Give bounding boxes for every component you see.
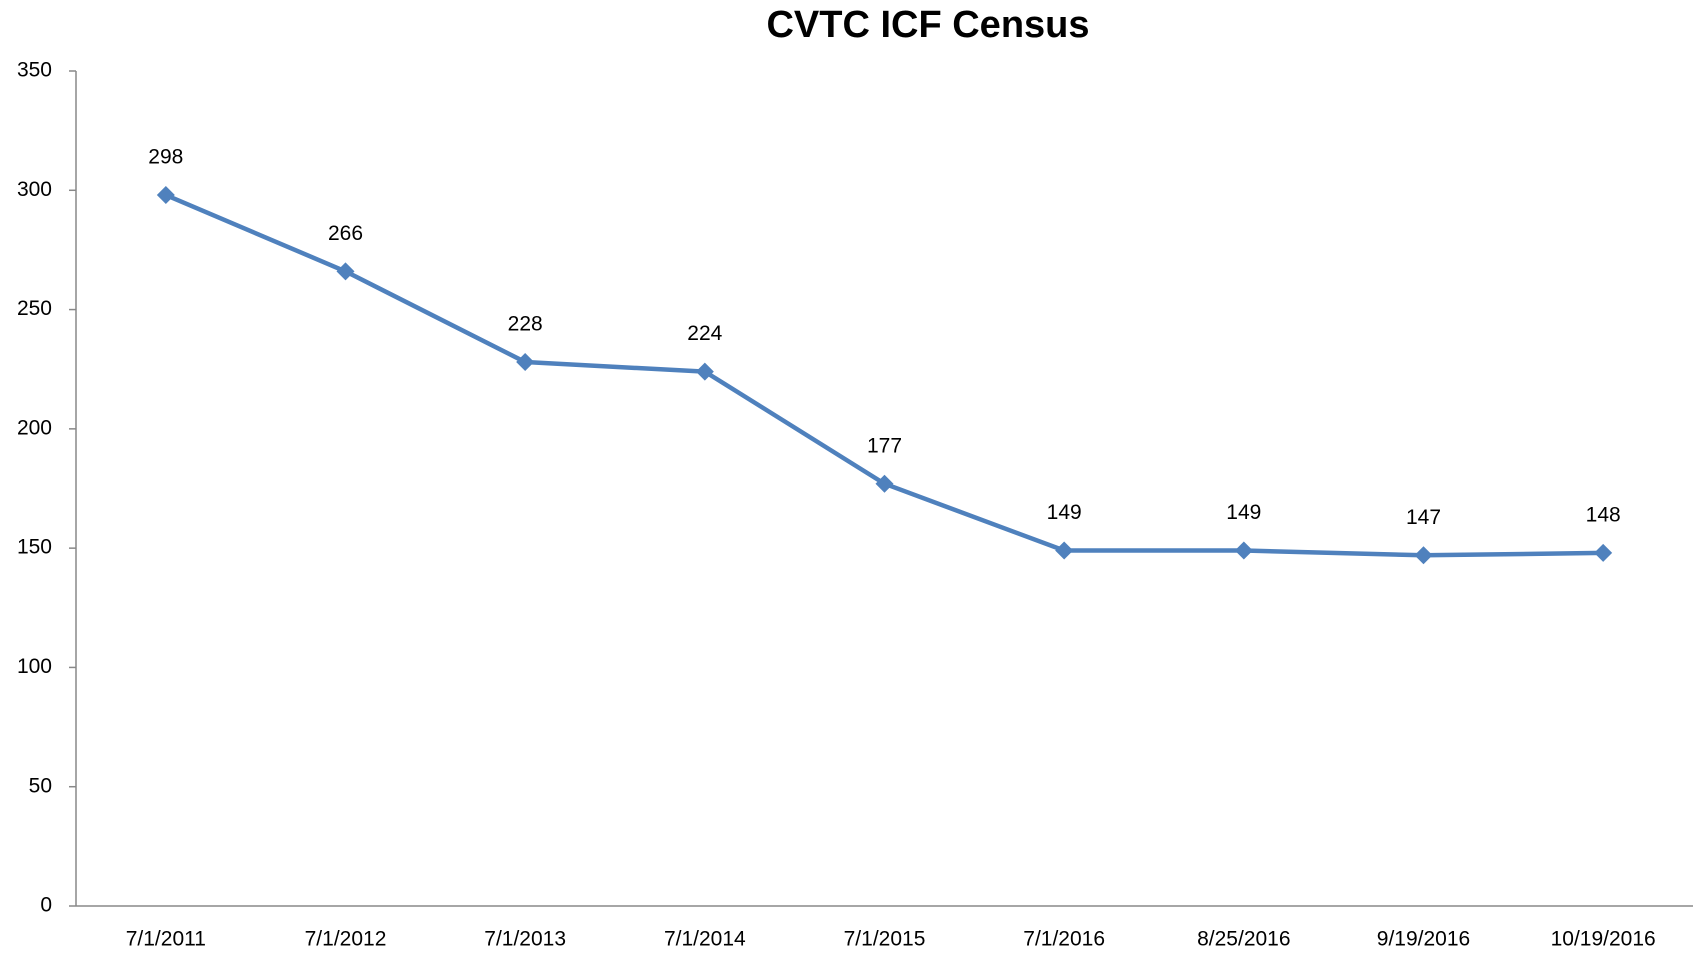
x-tick-label: 7/1/2012 [305, 928, 387, 951]
y-tick-label: 100 [17, 655, 52, 678]
data-label: 148 [1586, 503, 1621, 526]
y-tick-label: 150 [17, 536, 52, 559]
data-label: 147 [1406, 506, 1441, 529]
x-tick-label: 7/1/2013 [484, 928, 566, 951]
y-tick-label: 250 [17, 297, 52, 320]
data-label: 149 [1047, 501, 1082, 524]
data-marker [1234, 541, 1253, 560]
y-tick-label: 200 [17, 416, 52, 439]
data-marker [1055, 541, 1074, 560]
y-tick-label: 50 [29, 774, 52, 797]
data-marker [336, 262, 355, 281]
data-label: 298 [148, 146, 183, 169]
x-tick-label: 9/19/2016 [1377, 928, 1470, 951]
x-tick-label: 7/1/2016 [1023, 928, 1105, 951]
x-tick-label: 7/1/2014 [664, 928, 746, 951]
x-tick-label: 7/1/2011 [126, 928, 206, 951]
y-tick-label: 0 [40, 894, 52, 917]
data-label: 228 [508, 313, 543, 336]
data-label: 177 [867, 434, 902, 457]
x-tick-label: 10/19/2016 [1551, 928, 1656, 951]
data-label: 149 [1226, 501, 1261, 524]
chart-title: CVTC ICF Census [766, 4, 1089, 46]
data-marker [1594, 543, 1613, 562]
data-marker [695, 362, 714, 381]
data-marker [516, 353, 535, 372]
data-marker [875, 474, 894, 493]
y-tick-label: 350 [17, 59, 52, 82]
data-label: 224 [687, 322, 722, 345]
x-tick-label: 8/25/2016 [1197, 928, 1290, 951]
data-label: 266 [328, 222, 363, 245]
data-marker [156, 186, 175, 205]
data-marker [1414, 546, 1433, 565]
y-tick-label: 300 [17, 178, 52, 201]
data-line [164, 192, 1604, 558]
x-tick-label: 7/1/2015 [844, 928, 926, 951]
